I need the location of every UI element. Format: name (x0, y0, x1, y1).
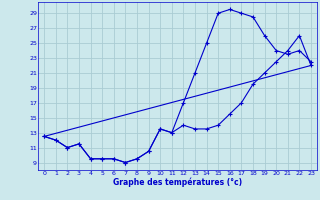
X-axis label: Graphe des températures (°c): Graphe des températures (°c) (113, 178, 242, 187)
